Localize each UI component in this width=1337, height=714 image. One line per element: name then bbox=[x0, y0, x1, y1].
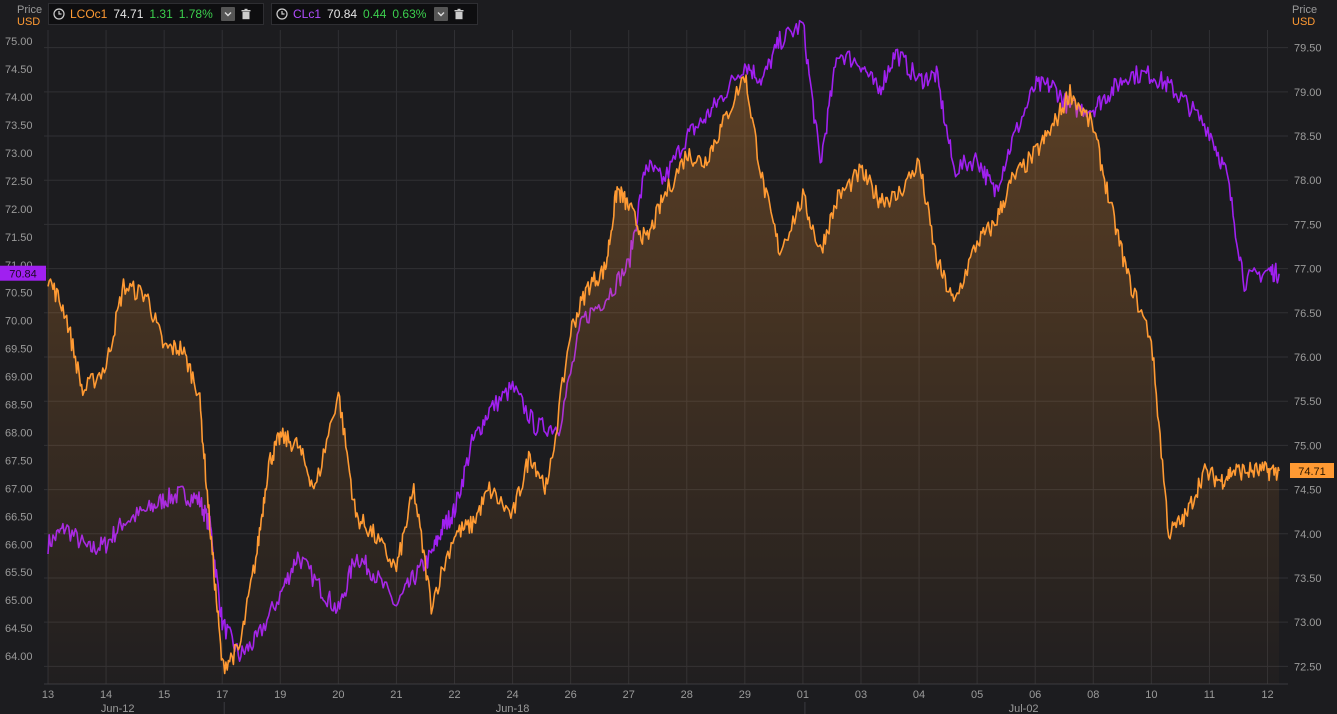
clock-icon bbox=[276, 8, 288, 20]
x-tick-label: 26 bbox=[565, 689, 577, 701]
trash-icon[interactable] bbox=[452, 7, 466, 21]
left-price-label: Price bbox=[17, 4, 43, 16]
x-tick-label: 14 bbox=[100, 689, 112, 701]
legend-cl[interactable]: CLc1 70.84 0.44 0.63% bbox=[271, 3, 478, 25]
chevron-down-icon[interactable] bbox=[434, 7, 449, 21]
y-tick-left: 74.00 bbox=[5, 92, 33, 104]
y-tick-left: 66.50 bbox=[5, 511, 33, 523]
y-tick-left: 65.00 bbox=[5, 595, 33, 607]
y-tick-right: 73.50 bbox=[1294, 573, 1322, 585]
x-tick-label: 13 bbox=[42, 689, 54, 701]
y-tick-right: 77.00 bbox=[1294, 264, 1322, 276]
y-tick-right: 78.00 bbox=[1294, 175, 1322, 187]
x-tick-label: 12 bbox=[1261, 689, 1273, 701]
y-tick-left: 64.50 bbox=[5, 623, 33, 635]
last-value-badge-left bbox=[0, 265, 46, 281]
x-tick-label: 06 bbox=[1029, 689, 1041, 701]
x-tick-label: 22 bbox=[448, 689, 460, 701]
last-value-badge-right bbox=[1290, 463, 1334, 479]
legend-lco-change: 1.31 bbox=[149, 7, 173, 21]
legend-lco[interactable]: LCOc1 74.71 1.31 1.78% bbox=[48, 3, 264, 25]
y-tick-left: 67.00 bbox=[5, 483, 33, 495]
y-tick-right: 74.50 bbox=[1294, 485, 1322, 497]
right-currency-label: USD bbox=[1292, 16, 1316, 28]
y-tick-left: 67.50 bbox=[5, 455, 33, 467]
legend-cl-value: 70.84 bbox=[327, 7, 358, 21]
y-tick-left: 65.50 bbox=[5, 567, 33, 579]
y-tick-left: 71.50 bbox=[5, 232, 33, 244]
x-period-label: Jul-02 bbox=[1009, 703, 1039, 714]
x-tick-label: 27 bbox=[623, 689, 635, 701]
x-tick-label: 01 bbox=[797, 689, 809, 701]
last-value-labels: 70.84 74.71 bbox=[0, 265, 1334, 479]
left-axis-unit: Price USD bbox=[17, 4, 42, 28]
x-tick-label: 29 bbox=[739, 689, 751, 701]
legend-cl-symbol: CLc1 bbox=[293, 7, 322, 21]
trash-icon[interactable] bbox=[239, 7, 253, 21]
last-value-label-right: 74.71 bbox=[1298, 466, 1326, 478]
chevron-down-icon[interactable] bbox=[220, 7, 235, 21]
x-tick-label: 04 bbox=[913, 689, 925, 701]
series-area-lcoc1 bbox=[48, 75, 1280, 685]
x-tick-label: 10 bbox=[1145, 689, 1157, 701]
y-tick-right: 73.00 bbox=[1294, 617, 1322, 629]
y-tick-right: 75.50 bbox=[1294, 396, 1322, 408]
y-axis-right: 72.50 73.00 73.50 74.00 74.50 75.00 75.50 76.00… bbox=[1294, 43, 1322, 674]
y-tick-left: 72.50 bbox=[5, 176, 33, 188]
y-tick-right: 75.00 bbox=[1294, 440, 1322, 452]
legend-cl-change-pct: 0.63% bbox=[392, 7, 427, 21]
x-period-label: Jun-18 bbox=[496, 703, 530, 714]
left-currency-label: USD bbox=[17, 16, 41, 28]
x-tick-label: 24 bbox=[506, 689, 518, 701]
y-tick-left: 73.00 bbox=[5, 148, 33, 160]
y-tick-left: 73.50 bbox=[5, 120, 33, 132]
clock-icon bbox=[53, 8, 65, 20]
y-tick-right: 76.50 bbox=[1294, 308, 1322, 320]
right-axis-unit: Price USD bbox=[1292, 4, 1317, 28]
x-period-label: Jun-12 bbox=[101, 703, 135, 714]
y-tick-left: 68.00 bbox=[5, 427, 33, 439]
legend-lco-value: 74.71 bbox=[113, 7, 144, 21]
y-tick-right: 78.50 bbox=[1294, 131, 1322, 143]
y-tick-left: 69.00 bbox=[5, 372, 33, 384]
y-tick-left: 70.00 bbox=[5, 316, 33, 328]
right-price-label: Price bbox=[1292, 4, 1318, 16]
y-axis-left: 64.00 64.50 65.00 65.50 66.00 66.50 67.00 67.50… bbox=[5, 36, 33, 663]
y-tick-right: 72.50 bbox=[1294, 661, 1322, 673]
x-axis: 13 14 15 17 19 20 21 22 24 26 27 28 29 01 03 04 05 06 08 10… bbox=[42, 683, 1288, 714]
y-tick-left: 66.00 bbox=[5, 539, 33, 551]
y-tick-left: 64.00 bbox=[5, 651, 33, 663]
y-tick-left: 72.00 bbox=[5, 204, 33, 216]
x-tick-label: 19 bbox=[274, 689, 286, 701]
x-tick-label: 11 bbox=[1204, 689, 1215, 701]
x-tick-label: 15 bbox=[158, 689, 170, 701]
series-line-lcoc1 bbox=[47, 74, 1280, 675]
y-tick-right: 79.00 bbox=[1294, 87, 1322, 99]
legend-lco-change-pct: 1.78% bbox=[178, 7, 213, 21]
y-tick-right: 74.00 bbox=[1294, 529, 1322, 541]
x-tick-label: 08 bbox=[1087, 689, 1099, 701]
legend-lco-symbol: LCOc1 bbox=[70, 7, 108, 21]
y-tick-right: 77.50 bbox=[1294, 219, 1322, 231]
y-tick-left: 68.50 bbox=[5, 400, 33, 412]
y-tick-right: 79.50 bbox=[1294, 43, 1322, 55]
x-tick-label: 21 bbox=[390, 689, 402, 701]
x-tick-label: 28 bbox=[681, 689, 693, 701]
series-layer bbox=[47, 19, 1280, 685]
y-tick-left: 69.50 bbox=[5, 344, 33, 356]
y-tick-left: 75.00 bbox=[5, 36, 33, 48]
x-tick-label: 05 bbox=[971, 689, 983, 701]
last-value-label-left: 70.84 bbox=[9, 269, 37, 281]
x-tick-label: 20 bbox=[332, 689, 344, 701]
x-tick-label: 03 bbox=[855, 689, 867, 701]
legend-cl-change: 0.44 bbox=[363, 7, 387, 21]
y-tick-right: 76.00 bbox=[1294, 352, 1322, 364]
y-tick-left: 74.50 bbox=[5, 64, 33, 76]
x-tick-label: 17 bbox=[216, 689, 228, 701]
y-tick-left: 70.50 bbox=[5, 288, 33, 300]
